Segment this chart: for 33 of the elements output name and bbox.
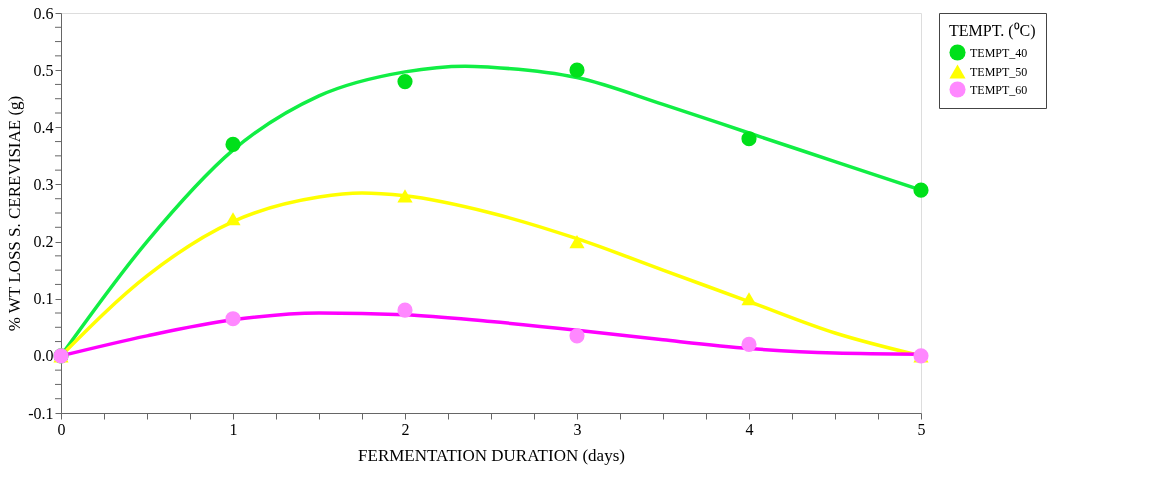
point	[225, 136, 241, 152]
x-tick-label: 5	[917, 420, 926, 438]
y-tick-label: -0.1	[28, 404, 54, 422]
point	[569, 235, 585, 249]
point	[569, 62, 585, 78]
x-tick-label: 3	[573, 420, 582, 438]
y-tick-label: 0.0	[33, 347, 54, 365]
point	[397, 74, 413, 90]
y-tick-label: 0.6	[33, 4, 54, 22]
point	[569, 328, 585, 344]
point	[741, 336, 757, 352]
y-tick-label: 0.4	[33, 118, 54, 136]
point	[397, 189, 413, 203]
y-tick-label: 0.5	[33, 61, 54, 79]
y-tick-label: 0.2	[33, 233, 54, 251]
point	[741, 292, 757, 306]
y-tick-label: 0.1	[33, 290, 54, 308]
point	[397, 302, 413, 318]
point	[225, 212, 241, 226]
y-tick-label: 0.3	[33, 175, 54, 193]
x-tick-label: 4	[745, 420, 754, 438]
y-axis-title: % WT LOSS S. CEREVISIAE (g)	[5, 95, 25, 332]
point	[225, 311, 241, 327]
legend-label: TEMPT_40	[970, 45, 1028, 60]
x-tick-label: 1	[229, 420, 238, 438]
point	[913, 182, 929, 198]
legend-title: TEMPT. (⁰C)	[949, 22, 1036, 40]
x-tick-label: 2	[401, 420, 410, 438]
x-tick-label: 0	[57, 420, 66, 438]
point	[741, 131, 757, 147]
legend-label: TEMPT_50	[970, 64, 1028, 79]
x-axis-title: FERMENTATION DURATION (days)	[358, 445, 625, 465]
legend-label: TEMPT_60	[970, 82, 1028, 97]
